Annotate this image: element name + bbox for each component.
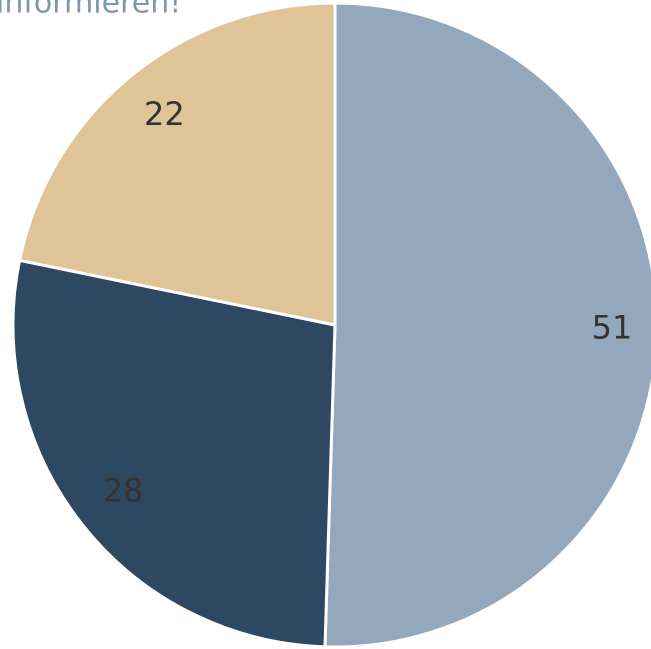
data-label: 51 bbox=[592, 308, 633, 346]
pie-slice bbox=[11, 258, 337, 649]
pie-slice bbox=[17, 1, 337, 327]
data-label: 28 bbox=[103, 471, 144, 509]
data-label: 22 bbox=[144, 95, 185, 133]
pie-slice bbox=[323, 1, 651, 649]
chart-title: informieren! bbox=[0, 0, 181, 21]
